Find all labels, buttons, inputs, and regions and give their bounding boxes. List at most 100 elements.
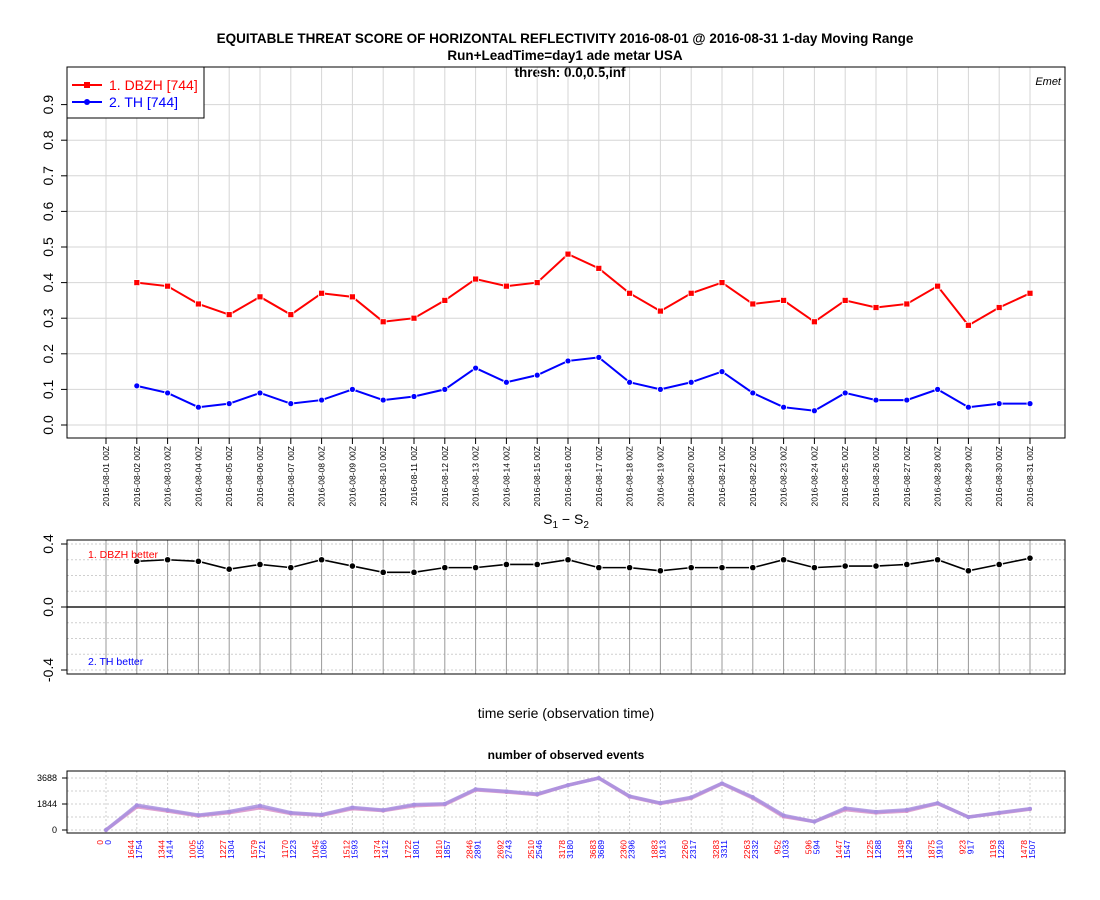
events-value-label: 0 <box>103 840 113 845</box>
diff-point <box>256 560 264 569</box>
events-value-label: 1005 <box>187 840 197 859</box>
events-value-label: 1033 <box>781 840 791 859</box>
legend-label: 1. DBZH [744] <box>109 77 198 93</box>
events-value-label: 1193 <box>988 840 998 859</box>
data-point <box>934 282 941 290</box>
x-tick-label: 2016-08-25 00Z <box>840 446 850 507</box>
y-tick-label: 0.0 <box>40 415 56 435</box>
events-value-label: 3689 <box>596 840 606 859</box>
data-point <box>256 389 264 397</box>
events-point <box>997 810 1002 815</box>
data-point <box>225 311 233 319</box>
data-point <box>472 275 480 283</box>
x-tick-label: 2016-08-29 00Z <box>963 446 973 507</box>
diff-point <box>441 563 449 572</box>
data-point <box>749 389 757 397</box>
x-tick-label: 2016-08-15 00Z <box>532 446 542 507</box>
y-tick-label: 0.5 <box>40 237 56 257</box>
ets-panel: 0.0 0.1 0.2 0.3 0.4 0.5 0.6 0.7 0.8 0.9 2016-08-01… <box>40 66 1066 507</box>
diff-point <box>225 565 233 574</box>
diff-point <box>194 557 203 566</box>
events-value-label: 1344 <box>157 840 167 859</box>
events-value-label: 1225 <box>865 840 875 859</box>
x-tick-label: 2016-08-28 00Z <box>933 446 943 507</box>
data-point <box>379 396 387 404</box>
events-value-label: 2317 <box>688 840 698 859</box>
data-point <box>502 378 510 386</box>
events-point <box>412 802 416 807</box>
events-point <box>627 794 632 799</box>
data-point <box>657 307 664 315</box>
x-tick-label: 2016-08-01 00Z <box>101 446 111 507</box>
diff-point <box>1026 554 1034 562</box>
events-value-label: 3283 <box>711 840 721 859</box>
events-panel: 0 1844 3688 0 1644 1344 1005 1227 1579 1170 1045 15… <box>37 770 1066 859</box>
x-tick-label: 2016-08-07 00Z <box>286 446 296 507</box>
x-tick-label: 2016-08-22 00Z <box>748 446 758 507</box>
legend-marker <box>84 82 90 88</box>
events-value-label: 2360 <box>619 840 629 859</box>
events-value-label: 2743 <box>503 840 513 859</box>
events-point <box>442 801 447 806</box>
x-tick-label: 2016-08-23 00Z <box>779 446 789 507</box>
data-point <box>164 389 172 397</box>
data-point <box>780 403 787 411</box>
x-tick-label: 2016-08-09 00Z <box>347 446 357 507</box>
y-tick-label: 0.2 <box>40 344 56 364</box>
chart-corner-label: Emet <box>1035 76 1062 88</box>
events-point <box>381 808 386 813</box>
events-value-label: 596 <box>803 840 813 854</box>
chart-title-line3: thresh: 0.0,0.5,inf <box>514 65 626 80</box>
events-value-label: 2260 <box>680 840 690 859</box>
data-point <box>965 321 972 329</box>
diff-point <box>625 563 634 572</box>
diff-point <box>718 563 726 572</box>
events-value-label: 1810 <box>434 840 444 859</box>
events-point <box>319 812 324 817</box>
y-tick-label: 0 <box>52 825 57 835</box>
events-point <box>966 815 971 820</box>
diff-panel-title: S1 − S2 <box>543 511 589 531</box>
events-value-label: 3178 <box>557 840 567 859</box>
data-point <box>256 293 264 301</box>
events-value-label: 1045 <box>311 840 321 859</box>
events-plot-frame <box>66 770 1066 834</box>
events-value-label: 1447 <box>834 840 844 859</box>
x-tick-label: 2016-08-21 00Z <box>717 446 727 507</box>
events-value-label: 917 <box>965 840 975 854</box>
data-point <box>533 371 541 379</box>
data-point <box>811 318 818 326</box>
data-point <box>995 304 1003 311</box>
events-point <box>689 795 694 800</box>
events-value-label: 1910 <box>935 840 945 859</box>
diff-point <box>656 566 665 575</box>
data-point <box>965 403 972 411</box>
x-tick-label: 2016-08-19 00Z <box>655 446 665 507</box>
data-point <box>841 296 849 304</box>
events-value-label: 2263 <box>742 840 752 859</box>
events-value-label: 0 <box>95 840 105 845</box>
events-panel-title: number of observed events <box>488 748 645 762</box>
events-point <box>566 783 570 788</box>
data-point <box>225 400 233 408</box>
diff-line <box>136 557 1031 574</box>
events-value-label: 1170 <box>280 840 290 859</box>
data-point <box>410 393 418 400</box>
diff-point <box>595 563 603 572</box>
events-value-label: 1478 <box>1019 840 1029 859</box>
x-tick-label: 2016-08-10 00Z <box>378 446 388 507</box>
x-tick-label: 2016-08-31 00Z <box>1025 446 1035 507</box>
events-value-label: 1414 <box>165 840 175 859</box>
events-point <box>596 775 601 780</box>
data-point <box>1026 289 1034 297</box>
events-value-label: 1086 <box>319 840 329 859</box>
y-tick-label: 0.4 <box>40 534 56 554</box>
x-tick-label: 2016-08-11 00Z <box>409 446 419 506</box>
x-tick-label: 2016-08-30 00Z <box>994 446 1004 507</box>
y-tick-label: -0.4 <box>40 658 56 682</box>
data-point <box>995 400 1003 408</box>
diff-point <box>687 563 696 572</box>
data-point <box>626 289 633 297</box>
events-value-label: 1349 <box>896 840 906 859</box>
